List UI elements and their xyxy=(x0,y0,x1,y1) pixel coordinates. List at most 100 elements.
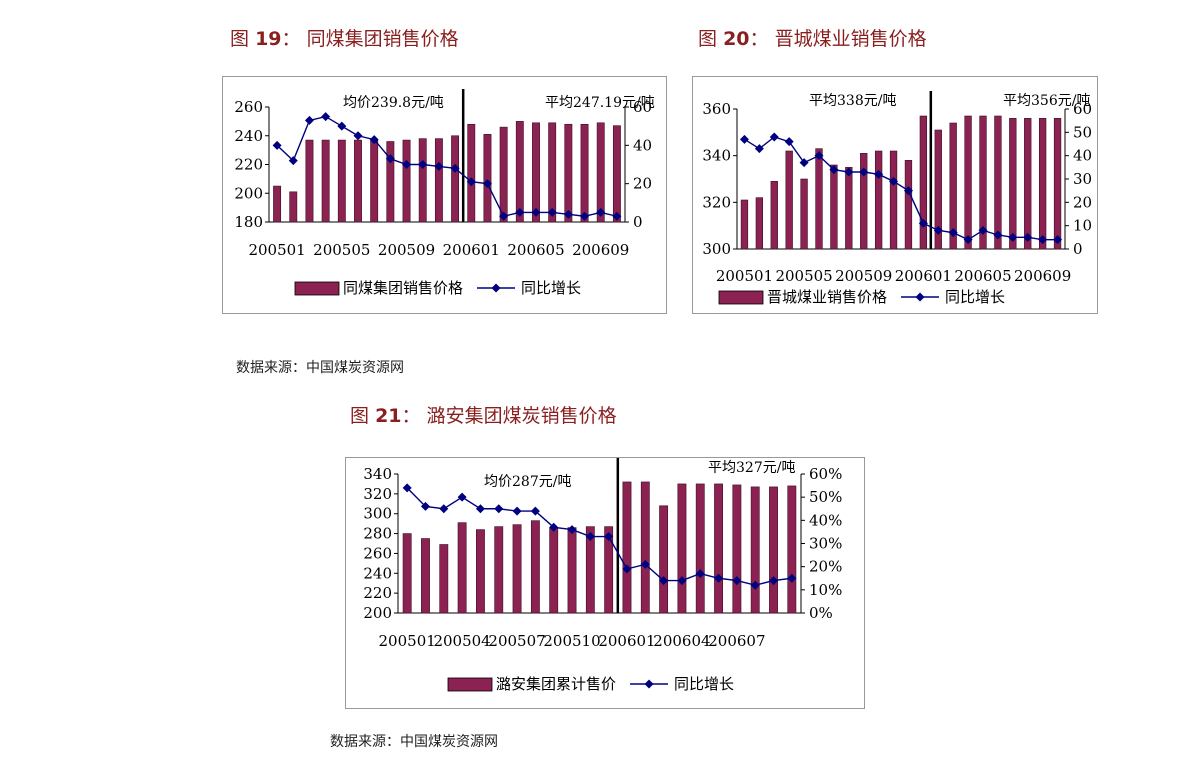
bar xyxy=(815,148,823,250)
growth-point xyxy=(787,573,797,583)
bar xyxy=(740,199,749,250)
growth-point xyxy=(948,228,958,238)
bar xyxy=(439,544,449,614)
bar xyxy=(549,527,559,614)
bar xyxy=(785,150,793,250)
growth-point xyxy=(304,115,314,125)
figure-title-text: 同煤集团销售价格 xyxy=(306,28,459,50)
bar xyxy=(800,178,808,250)
growth-point xyxy=(596,207,606,217)
legend-line-marker xyxy=(915,292,925,302)
growth-point xyxy=(874,169,884,179)
growth-point xyxy=(563,209,573,219)
bar xyxy=(515,121,524,223)
x-tick-label: 200607 xyxy=(708,632,765,650)
y-tick-label: 200 xyxy=(234,184,263,202)
bar xyxy=(451,135,460,223)
growth-point xyxy=(769,576,779,586)
growth-point xyxy=(1038,235,1048,245)
figure-number: 20 xyxy=(723,28,750,50)
average-price-annotation: 均价239.8元/吨 xyxy=(343,95,444,111)
bar xyxy=(979,115,987,250)
bar xyxy=(964,115,972,250)
y-tick-label: 220 xyxy=(363,584,392,602)
average-price-annotation: 均价287元/吨 xyxy=(484,474,571,490)
growth-point xyxy=(918,218,928,228)
growth-point xyxy=(784,137,794,147)
bar xyxy=(1024,118,1032,250)
growth-point xyxy=(585,532,595,542)
growth-point xyxy=(475,504,485,514)
bar xyxy=(845,167,853,250)
bar xyxy=(421,538,430,614)
y-tick-label: 260 xyxy=(363,544,392,562)
bar xyxy=(305,139,314,223)
y-tick-label: 300 xyxy=(363,505,392,523)
bar xyxy=(889,150,898,250)
figure-21-title: 图 21： 潞安集团煤炭销售价格 xyxy=(350,405,617,427)
x-tick-label: 200601 xyxy=(895,267,952,285)
growth-point xyxy=(499,211,509,221)
x-tick-label: 200509 xyxy=(378,241,435,259)
y2-tick-label: 40% xyxy=(809,511,842,529)
x-tick-label: 200510 xyxy=(543,632,600,650)
bar xyxy=(494,526,504,614)
bar xyxy=(512,524,522,614)
x-tick-label: 200604 xyxy=(653,632,710,650)
y2-tick-label: 10 xyxy=(1073,217,1092,235)
chart-panel-jincheng: 300 320 340 360 0 10 20 30 40 50 60 200501 200505 200… xyxy=(692,76,1098,314)
y2-tick-label: 0 xyxy=(1073,240,1083,258)
growth-point xyxy=(321,112,331,122)
bar xyxy=(467,123,476,223)
legend-line-marker xyxy=(491,283,501,293)
growth-point xyxy=(844,167,854,177)
legend-bar-swatch xyxy=(294,281,340,296)
y2-tick-label: 50 xyxy=(1073,123,1092,141)
growth-point xyxy=(580,211,590,221)
y2-tick-label: 60 xyxy=(1073,100,1092,118)
growth-point xyxy=(353,131,363,141)
bar xyxy=(596,122,605,223)
growth-point xyxy=(272,140,282,150)
y-tick-label: 240 xyxy=(234,127,263,145)
bar xyxy=(567,527,577,614)
growth-point xyxy=(750,580,760,590)
y2-tick-label: 0% xyxy=(809,604,833,622)
y2-tick-label: 50% xyxy=(809,488,842,506)
bar xyxy=(612,125,621,223)
figure-title-text: 晋城煤业销售价格 xyxy=(774,28,927,50)
growth-point xyxy=(903,186,913,196)
growth-point xyxy=(420,501,430,511)
bar xyxy=(548,122,557,223)
x-tick-label: 200605 xyxy=(507,241,564,259)
bar xyxy=(580,123,589,223)
bar xyxy=(402,139,411,223)
y2-tick-label: 60 xyxy=(633,98,652,116)
figure-label: 图 xyxy=(698,28,718,50)
growth-point xyxy=(754,144,764,154)
data-source-note: 数据来源：中国煤炭资源网 xyxy=(236,360,404,376)
growth-point xyxy=(604,532,614,542)
growth-point xyxy=(859,167,869,177)
growth-point xyxy=(993,230,1003,240)
bar xyxy=(622,481,632,614)
growth-point xyxy=(739,134,749,144)
bar xyxy=(830,164,838,250)
growth-point xyxy=(402,160,412,169)
legend-bar-label: 潞安集团累计售价 xyxy=(496,675,616,693)
y2-tick-label: 20 xyxy=(1073,193,1092,211)
legend-bar-swatch xyxy=(447,677,493,692)
growth-point xyxy=(547,207,557,217)
bar xyxy=(640,481,650,614)
x-tick-label: 200601 xyxy=(598,632,655,650)
figure-20-title: 图 20： 晋城煤业销售价格 xyxy=(698,28,927,50)
bar xyxy=(1053,118,1062,250)
growth-point xyxy=(531,207,541,217)
average-price-annotation: 平均338元/吨 xyxy=(809,93,896,109)
bar xyxy=(321,139,330,223)
x-tick-label: 200601 xyxy=(443,241,500,259)
y2-tick-label: 60% xyxy=(809,465,842,483)
growth-point xyxy=(482,179,492,189)
data-source-note: 数据来源：中国煤炭资源网 xyxy=(330,734,498,750)
bar xyxy=(919,115,928,250)
